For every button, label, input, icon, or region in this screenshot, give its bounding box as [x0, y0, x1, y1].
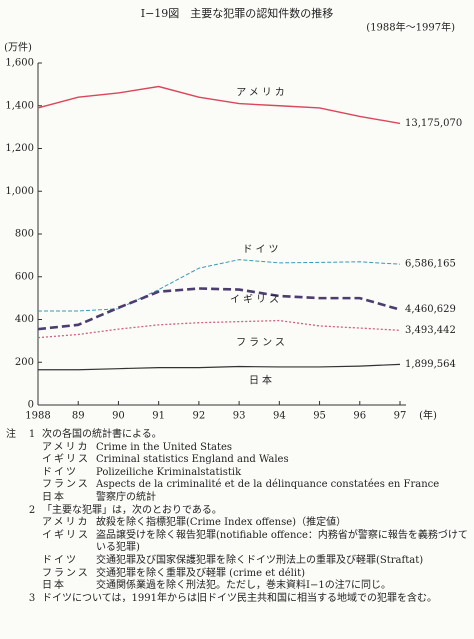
note-row-label: アメリカ — [42, 517, 90, 529]
x-tick-label: 89 — [72, 411, 85, 422]
note-row-label: フランス — [42, 479, 90, 491]
y-tick-label: 1,400 — [5, 100, 34, 111]
x-tick-label: 95 — [313, 411, 326, 422]
note-row-label: イギリス — [42, 529, 90, 541]
y-tick-label: 800 — [15, 229, 34, 240]
value-label: 1,899,564 — [405, 359, 456, 370]
note-row: フランス Aspects de la criminalité et de la d… — [6, 479, 468, 492]
note-row-label: フランス — [42, 567, 90, 579]
note-row-label: イギリス — [42, 454, 90, 466]
y-tick-label: 200 — [15, 357, 34, 368]
y-tick-label: 600 — [15, 271, 34, 282]
note-row-text: 故殺を除く指標犯罪(Crime Index offense)（推定値） — [96, 517, 347, 529]
note-row-text: 警察庁の統計 — [96, 491, 156, 503]
series-line — [38, 363, 401, 371]
note-row-text: 交通犯罪を除く重罪及び軽罪 (crime et délit) — [96, 567, 305, 579]
x-tick-label: 93 — [233, 411, 246, 422]
note-row: ドイツ 交通犯罪及び国家保護犯罪を除くドイツ刑法上の重罪及び軽罪(Straftat… — [6, 555, 468, 568]
x-tick-label: 92 — [193, 411, 206, 422]
note-text: ドイツについては，1991年からは旧ドイツ民主共和国に相当する地域での犯罪を含む… — [42, 592, 437, 604]
note-row: ドイツ Polizeiliche Kriminalstatistik — [6, 467, 468, 480]
series-name: アメリカ — [236, 87, 288, 99]
series-name: フランス — [236, 337, 288, 349]
note-number: 1 — [28, 429, 36, 440]
value-label: 4,460,629 — [405, 304, 456, 315]
note-number: 2 — [28, 504, 36, 516]
note-row: フランス 交通犯罪を除く重罪及び軽罪 (crime et délit) — [6, 568, 468, 581]
note-row: 日本 交通関係業過を除く刑法犯。ただし，巻末資料Ⅰ−1の注7に同じ。 — [6, 580, 468, 593]
y-tick-label: 1,600 — [5, 58, 34, 69]
x-tick-label: 91 — [152, 411, 165, 422]
series-line — [37, 287, 401, 331]
note-row: イギリス Criminal statistics England and Wale… — [6, 454, 468, 467]
x-tick-label: 94 — [273, 411, 286, 422]
note-label: 注 — [6, 429, 16, 440]
note-row-text: 交通関係業過を除く刑法犯。ただし，巻末資料Ⅰ−1の注7に同じ。 — [96, 580, 392, 592]
note-row-label: 日本 — [42, 491, 66, 503]
series-line — [38, 259, 401, 312]
series-line — [37, 319, 401, 339]
x-tick-label: 1988 — [25, 411, 50, 422]
note: 2 「主要な犯罪」は，次のとおりである。 — [6, 505, 468, 518]
note-number: 3 — [28, 592, 36, 604]
y-tick-label: 1,000 — [5, 186, 34, 197]
note: 注 1 次の各国の統計書による。 — [6, 429, 468, 442]
y-tick-label: 1,200 — [5, 143, 34, 154]
note-label — [6, 505, 22, 518]
y-tick-label: 400 — [15, 314, 34, 325]
x-axis-label: (年) — [419, 409, 437, 422]
series-name: イギリス — [230, 294, 282, 306]
x-tick-label: 97 — [394, 411, 407, 422]
note-row-label: アメリカ — [42, 441, 90, 453]
note-row-text: 盗品譲受けを除く報告犯罪(notifiable offence：内務省が警察に報… — [96, 529, 468, 554]
note-text: 次の各国の統計書による。 — [42, 429, 162, 440]
x-tick-label: 96 — [353, 411, 366, 422]
note-row-text: Aspects de la criminalité et de la délin… — [96, 479, 440, 491]
y-tick-label: 0 — [28, 400, 34, 411]
note-row: アメリカ 故殺を除く指標犯罪(Crime Index offense)（推定値） — [6, 517, 468, 530]
series-name: ドイツ — [243, 245, 282, 256]
y-axis-label: (万件) — [4, 42, 32, 54]
note-row-label: 日本 — [42, 580, 66, 592]
note-row-text: 交通犯罪及び国家保護犯罪を除くドイツ刑法上の重罪及び軽罪(Straftat) — [96, 554, 424, 566]
note-row-label: ドイツ — [42, 466, 78, 478]
note-row: イギリス 盗品譲受けを除く報告犯罪(notifiable offence：内務省が… — [6, 530, 468, 555]
x-tick-label: 90 — [112, 411, 125, 422]
note-row-text: Polizeiliche Kriminalstatistik — [96, 466, 242, 478]
note-row-text: Criminal statistics England and Wales — [96, 454, 289, 466]
notes: 注 1 次の各国の統計書による。 アメリカ Crime in the United St… — [6, 429, 468, 605]
note-row-label: ドイツ — [42, 554, 78, 566]
chart-subtitle: (1988年〜1997年) — [366, 21, 455, 34]
value-label: 13,175,070 — [405, 118, 462, 129]
chart: Ⅰ−19図 主要な犯罪の認知件数の推移 (1988年〜1997年) (万件) (… — [4, 6, 462, 422]
note: 3 ドイツについては，1991年からは旧ドイツ民主共和国に相当する地域での犯罪を含… — [6, 593, 468, 606]
note-text: 「主要な犯罪」は，次のとおりである。 — [42, 504, 222, 516]
note-row: アメリカ Crime in the United States — [6, 442, 468, 455]
value-label: 3,493,442 — [405, 325, 456, 336]
value-label: 6,586,165 — [405, 259, 456, 270]
note-row: 日本 警察庁の統計 — [6, 492, 468, 505]
series-name: 日本 — [249, 374, 275, 387]
note-row-text: Crime in the United States — [96, 441, 233, 453]
note-label — [6, 593, 22, 606]
series-line — [37, 85, 401, 125]
chart-title: Ⅰ−19図 主要な犯罪の認知件数の推移 — [141, 6, 334, 20]
